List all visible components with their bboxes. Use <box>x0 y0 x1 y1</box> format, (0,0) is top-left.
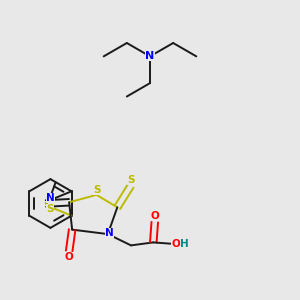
Text: S: S <box>46 204 54 214</box>
Text: O: O <box>65 252 74 262</box>
Text: S: S <box>127 175 135 185</box>
Text: S: S <box>93 184 100 194</box>
Text: O: O <box>172 239 180 249</box>
Text: N: N <box>46 193 55 203</box>
Text: N: N <box>105 228 114 238</box>
Text: H: H <box>180 239 189 249</box>
Text: O: O <box>150 211 159 221</box>
Text: N: N <box>146 51 154 62</box>
